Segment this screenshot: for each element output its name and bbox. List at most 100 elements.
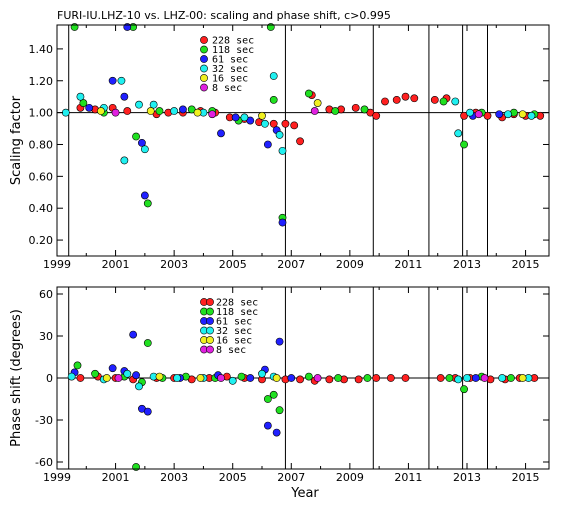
- data-point-228-sec: [351, 103, 360, 112]
- data-point-118-sec: [331, 107, 340, 115]
- data-point-118-sec: [334, 374, 343, 382]
- data-point-118-sec: [155, 107, 164, 115]
- legend-label: 32 sec: [212, 64, 248, 75]
- data-point-32-sec: [258, 369, 266, 378]
- data-point-228-sec: [372, 374, 381, 382]
- data-point-16-sec: [313, 99, 322, 107]
- legend-marker: [206, 326, 214, 335]
- data-point-16-sec: [272, 374, 281, 382]
- data-point-228-sec: [296, 375, 304, 384]
- data-point-32-sec: [454, 129, 463, 138]
- data-point-32-sec: [149, 100, 158, 109]
- data-point-228-sec: [325, 375, 334, 384]
- data-point-228-sec: [366, 108, 375, 117]
- data-point-228-sec: [392, 95, 401, 104]
- data-point-118-sec: [70, 23, 79, 31]
- legend-label: 228 sec: [216, 298, 258, 309]
- data-point-32-sec: [527, 111, 536, 120]
- phase-shift-panel: 1999 2001 2003 2005 2007 2009 2011 2013 2015 -60 -…: [9, 286, 550, 484]
- legend-marker: [206, 307, 214, 316]
- data-point-228-sec: [410, 94, 419, 103]
- data-point-32-sec: [504, 110, 512, 119]
- x-tick-label: 2007: [277, 471, 305, 484]
- data-point-228-sec: [430, 95, 439, 104]
- data-point-8-sec: [111, 108, 120, 117]
- x-tick-label: 2011: [394, 258, 422, 271]
- data-point-61-sec: [246, 116, 255, 125]
- data-point-118-sec: [132, 463, 140, 471]
- data-point-228-sec: [401, 374, 410, 382]
- data-point-118-sec: [460, 140, 468, 149]
- data-point-32-sec: [278, 146, 287, 155]
- data-point-61-sec: [129, 330, 138, 339]
- y-tick-label: 60: [39, 288, 53, 301]
- y-tick-label: -30: [35, 414, 53, 427]
- plot-frame: [56, 24, 550, 257]
- data-point-118-sec: [275, 406, 284, 415]
- legend-marker: [200, 45, 208, 54]
- data-point-228-sec: [386, 374, 395, 382]
- data-point-61-sec: [108, 364, 117, 373]
- data-point-118-sec: [269, 95, 278, 104]
- x-tick-label: 2003: [160, 471, 188, 484]
- legend-label: 228 sec: [212, 36, 254, 47]
- data-point-61-sec: [471, 374, 480, 382]
- data-point-8-sec: [480, 374, 489, 382]
- data-point-8-sec: [310, 107, 319, 115]
- y-tick-label: 30: [39, 330, 53, 343]
- data-point-61-sec: [140, 191, 149, 200]
- data-point-32-sec: [135, 382, 143, 391]
- data-point-228-sec: [372, 111, 381, 120]
- data-point-16-sec: [102, 374, 111, 382]
- data-point-32-sec: [67, 372, 76, 381]
- data-point-228-sec: [483, 111, 492, 120]
- data-point-32-sec: [120, 156, 129, 165]
- legend-marker: [206, 336, 214, 344]
- x-tick-label: 2005: [219, 471, 247, 484]
- y-tick-label: 0.60: [29, 170, 54, 183]
- data-point-228-sec: [436, 374, 445, 382]
- x-tick-label: 2001: [102, 258, 130, 271]
- data-point-32-sec: [76, 92, 85, 101]
- data-point-32-sec: [454, 375, 463, 384]
- data-point-32-sec: [269, 72, 278, 80]
- legend-label: 61 sec: [212, 55, 248, 66]
- legend-marker: [206, 317, 214, 325]
- legend-marker: [200, 74, 208, 82]
- x-axis-label: Year: [290, 486, 319, 501]
- data-point-118-sec: [73, 361, 82, 370]
- data-point-32-sec: [275, 131, 284, 139]
- y-tick-label: 1.00: [29, 107, 54, 120]
- x-tick-label: 2009: [336, 258, 364, 271]
- y-tick-label: 1.40: [29, 43, 54, 56]
- data-point-118-sec: [266, 23, 275, 31]
- data-point-8-sec: [208, 110, 217, 119]
- data-point-118-sec: [263, 395, 272, 403]
- data-point-32-sec: [61, 108, 70, 117]
- data-point-61-sec: [123, 23, 132, 31]
- x-tick-label: 1999: [43, 471, 71, 484]
- data-point-61-sec: [263, 140, 272, 149]
- data-point-118-sec: [304, 372, 313, 381]
- data-point-228-sec: [401, 92, 410, 101]
- data-point-61-sec: [132, 371, 140, 380]
- legend-label: 61 sec: [216, 317, 252, 328]
- data-point-61-sec: [272, 428, 281, 437]
- data-point-228-sec: [460, 111, 468, 120]
- data-point-32-sec: [117, 76, 126, 85]
- y-axis-label: Scaling factor: [9, 95, 24, 185]
- data-point-8-sec: [313, 374, 322, 382]
- legend-label: 16 sec: [216, 336, 252, 347]
- data-point-228-sec: [381, 97, 389, 106]
- data-point-32-sec: [466, 108, 474, 117]
- data-point-8-sec: [114, 374, 123, 382]
- legend-marker: [200, 55, 208, 63]
- data-point-118-sec: [187, 105, 196, 114]
- data-point-61-sec: [231, 113, 240, 122]
- data-point-228-sec: [76, 374, 85, 382]
- data-point-61-sec: [138, 138, 146, 147]
- y-tick-label: 0: [46, 372, 53, 385]
- data-point-61-sec: [143, 407, 152, 416]
- legend-label: 118 sec: [216, 307, 258, 318]
- y-axis-label: Phase shift (degrees): [9, 309, 24, 447]
